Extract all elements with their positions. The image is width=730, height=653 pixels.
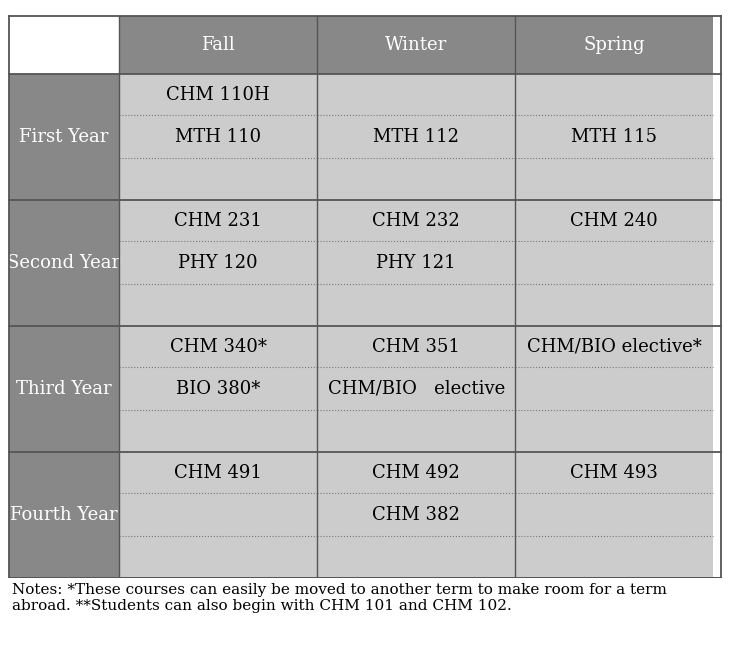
Text: MTH 110: MTH 110 [175,128,261,146]
Bar [318,16,515,74]
Bar [318,158,515,200]
Text: CHM 232: CHM 232 [372,212,460,230]
Bar [9,326,119,452]
Bar [119,536,318,578]
Text: CHM 231: CHM 231 [174,212,262,230]
Bar [318,494,515,536]
Text: CHM/BIO elective*: CHM/BIO elective* [527,338,702,356]
Text: MTH 112: MTH 112 [373,128,459,146]
Bar [119,284,318,326]
Bar [515,536,713,578]
Bar [119,16,318,74]
Bar [318,200,515,242]
Bar [119,368,318,410]
Bar [515,74,713,116]
Bar [119,326,318,368]
Bar [515,452,713,494]
Text: Winter: Winter [385,36,447,54]
Bar [119,158,318,200]
Text: CHM 240: CHM 240 [570,212,658,230]
Bar [318,74,515,116]
Bar [318,326,515,368]
Bar [318,284,515,326]
Bar [119,116,318,158]
Bar [119,452,318,494]
Bar [515,16,713,74]
Text: Second Year: Second Year [7,254,120,272]
Text: Fall: Fall [201,36,235,54]
Bar [515,158,713,200]
Text: CHM 110H: CHM 110H [166,86,270,104]
Text: Third Year: Third Year [16,380,112,398]
Text: CHM 491: CHM 491 [174,464,262,482]
Bar [515,116,713,158]
Text: CHM 351: CHM 351 [372,338,460,356]
Bar [9,74,119,200]
Bar [515,368,713,410]
Bar [515,410,713,452]
Bar [515,326,713,368]
Bar [515,200,713,242]
Bar [515,494,713,536]
Text: MTH 115: MTH 115 [572,128,658,146]
Bar [119,410,318,452]
Text: PHY 120: PHY 120 [178,254,258,272]
Bar [9,452,119,578]
Bar [515,242,713,284]
Bar [119,494,318,536]
Bar [119,242,318,284]
Text: CHM 492: CHM 492 [372,464,460,482]
Bar [318,410,515,452]
Text: Notes: *These courses can easily be moved to another term to make room for a ter: Notes: *These courses can easily be move… [12,583,667,613]
Text: CHM 382: CHM 382 [372,506,460,524]
Text: Spring: Spring [583,36,645,54]
Bar [9,200,119,326]
Bar [318,242,515,284]
Text: First Year: First Year [19,128,109,146]
Bar [515,284,713,326]
Bar [318,536,515,578]
Bar [0,578,730,653]
Text: CHM 493: CHM 493 [570,464,658,482]
Bar [318,452,515,494]
Bar [119,200,318,242]
Bar [318,116,515,158]
Text: CHM/BIO   elective: CHM/BIO elective [328,380,505,398]
Bar [119,74,318,116]
Text: Fourth Year: Fourth Year [10,506,118,524]
Bar [9,16,119,74]
Text: PHY 121: PHY 121 [377,254,456,272]
Bar [318,368,515,410]
Text: CHM 340*: CHM 340* [170,338,266,356]
Text: BIO 380*: BIO 380* [176,380,261,398]
